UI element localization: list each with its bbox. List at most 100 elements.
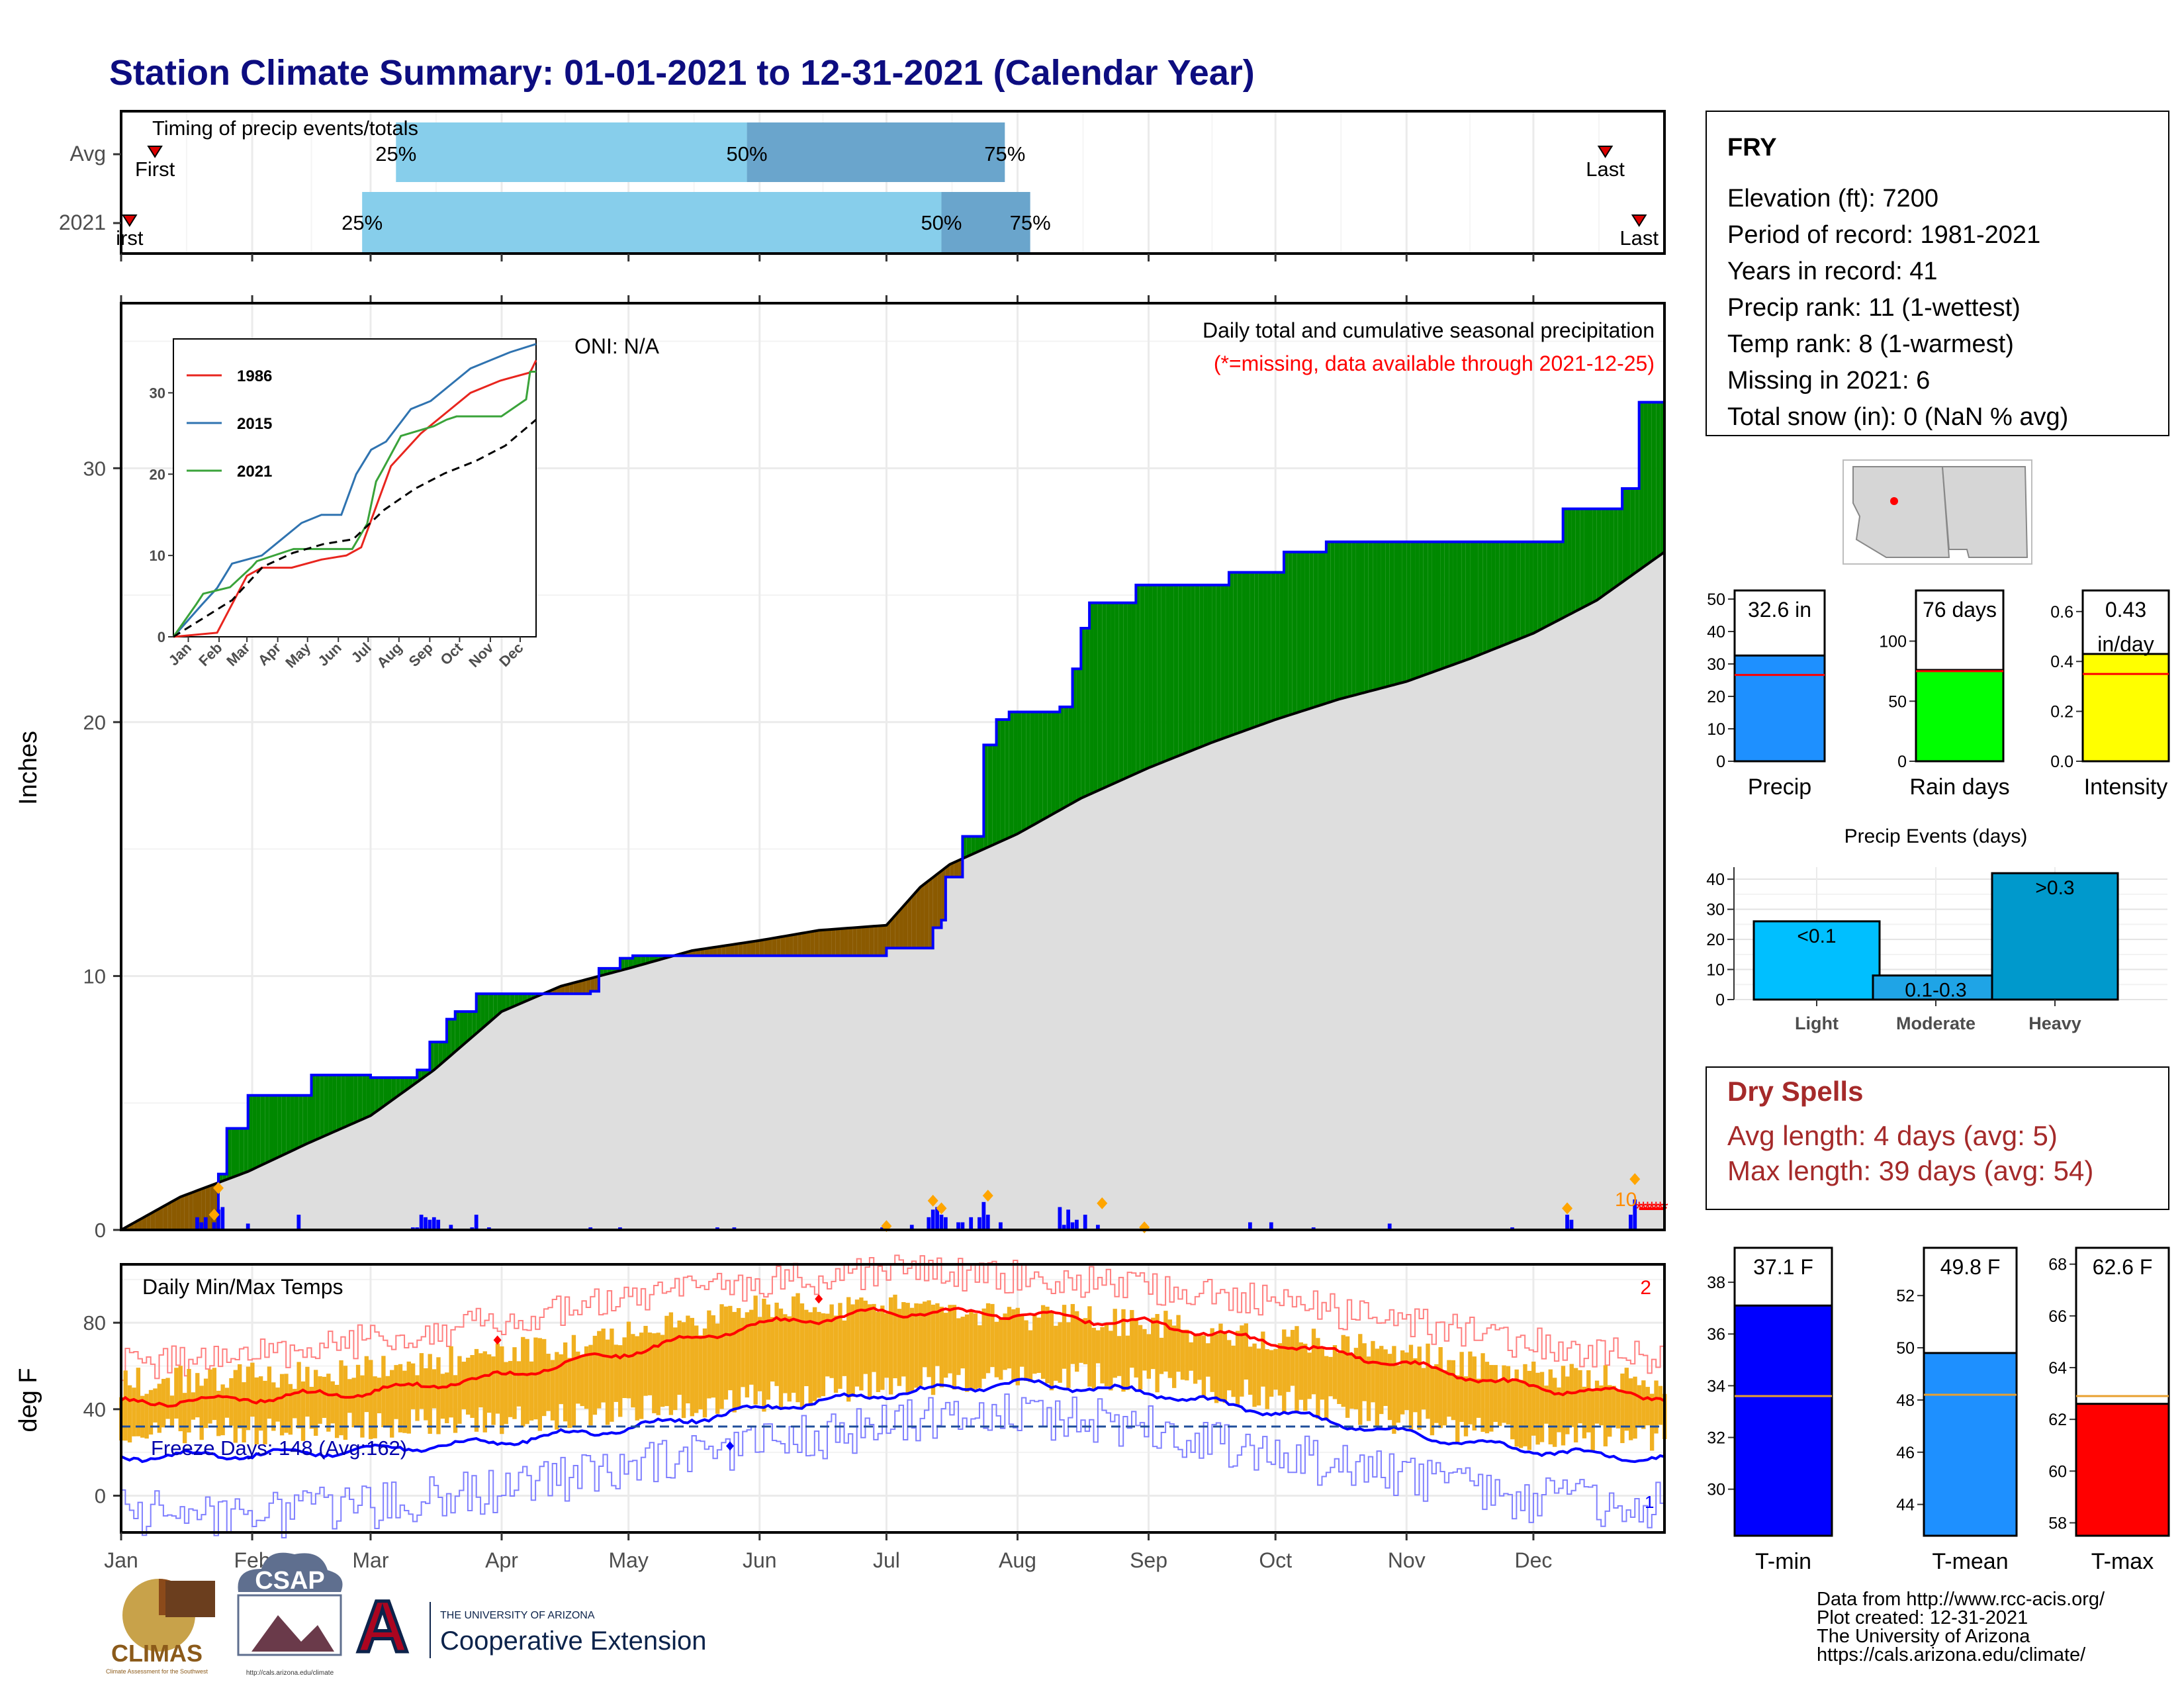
- daily-temp-bar: [165, 1378, 170, 1419]
- daily-temp-bar: [1561, 1366, 1566, 1446]
- above-average-segment: [455, 1011, 460, 1052]
- events-y-tick-label: 30: [1706, 901, 1725, 919]
- above-average-segment: [1647, 402, 1652, 565]
- daily-temp-bar: [736, 1308, 741, 1409]
- below-average-segment: [814, 930, 819, 956]
- daily-temp-bar: [1070, 1303, 1075, 1364]
- timing-first-label: First: [135, 158, 175, 181]
- daily-precip-bar: [1075, 1219, 1079, 1230]
- above-average-segment: [1343, 541, 1347, 698]
- above-average-segment: [1398, 541, 1402, 684]
- above-average-segment: [1520, 541, 1525, 639]
- above-average-segment: [1000, 720, 1005, 842]
- above-average-segment: [488, 994, 494, 1023]
- above-average-segment: [400, 1077, 405, 1095]
- daily-temp-bar: [829, 1304, 834, 1378]
- above-average-segment: [472, 1011, 477, 1037]
- above-average-segment: [1034, 712, 1039, 825]
- mini-category-label: T-mean: [1932, 1549, 2008, 1574]
- daily-temp-bar: [1155, 1313, 1160, 1393]
- daily-precip-bar: [999, 1222, 1003, 1230]
- below-average-segment: [911, 892, 917, 949]
- above-average-segment: [290, 1095, 295, 1152]
- events-bar-heavy: [1991, 872, 2119, 1001]
- daily-precip-bar: [1070, 1222, 1075, 1230]
- above-average-segment: [336, 1075, 341, 1131]
- above-average-segment: [1064, 706, 1069, 808]
- daily-temp-bar: [872, 1303, 876, 1372]
- below-average-segment: [954, 860, 959, 877]
- daily-temp-bar: [964, 1314, 970, 1392]
- freeze-days-label: Freeze Days: 148 (Avg:162): [151, 1436, 407, 1460]
- daily-precip-bar: [212, 1222, 216, 1230]
- below-average-segment: [582, 979, 586, 994]
- daily-temp-bar: [1248, 1346, 1253, 1395]
- below-average-segment: [573, 982, 578, 994]
- above-average-segment: [1127, 602, 1132, 778]
- above-average-segment: [1381, 541, 1386, 688]
- daily-temp-bar: [635, 1336, 639, 1421]
- above-average-segment: [451, 1019, 455, 1056]
- daily-temp-bar: [250, 1362, 255, 1417]
- daily-temp-bar: [897, 1309, 902, 1386]
- above-average-segment: [1288, 551, 1293, 716]
- daily-precip-bar: [1248, 1222, 1252, 1230]
- daily-temp-bar: [1527, 1370, 1532, 1450]
- below-average-segment: [184, 1194, 189, 1230]
- daily-temp-bar: [981, 1308, 986, 1379]
- above-average-segment: [366, 1075, 371, 1118]
- mini-value-label: 49.8 F: [1940, 1255, 2001, 1279]
- daily-temp-bar: [766, 1304, 770, 1400]
- daily-temp-bar: [643, 1325, 648, 1396]
- daily-temp-bar: [1116, 1336, 1122, 1376]
- daily-temp-bar: [440, 1374, 445, 1419]
- daily-temp-bar: [838, 1303, 842, 1389]
- daily-temp-bar: [1582, 1386, 1587, 1438]
- below-average-segment: [907, 896, 912, 949]
- above-average-segment: [1005, 720, 1009, 840]
- daily-temp-bar: [690, 1317, 694, 1417]
- above-average-segment: [1453, 541, 1457, 665]
- events-category-label: Moderate: [1896, 1013, 1976, 1033]
- daily-temp-bar: [791, 1296, 796, 1393]
- daily-temp-bar: [1569, 1364, 1574, 1427]
- below-average-segment: [180, 1195, 185, 1230]
- daily-temp-bar: [309, 1387, 314, 1429]
- above-average-segment: [1089, 602, 1094, 795]
- daily-temp-bar: [741, 1317, 745, 1387]
- daily-temp-bar: [711, 1315, 715, 1398]
- above-average-segment: [1474, 541, 1479, 657]
- below-average-segment: [819, 929, 823, 956]
- climas-logo: CLIMAS Climate Assessment for the Southw…: [106, 1579, 215, 1675]
- daily-temp-bar: [1151, 1317, 1156, 1370]
- below-average-segment: [789, 934, 794, 956]
- daily-temp-bar: [799, 1303, 805, 1407]
- above-average-segment: [1373, 541, 1377, 690]
- temp-record-marker: [493, 1335, 502, 1345]
- daily-temp-bar: [1185, 1329, 1189, 1381]
- above-average-segment: [1432, 541, 1436, 673]
- above-average-segment: [987, 745, 993, 847]
- above-average-segment: [497, 994, 502, 1015]
- daily-temp-bar: [1375, 1348, 1380, 1428]
- daily-precip-bar: [296, 1214, 301, 1230]
- daily-temp-bar: [1484, 1362, 1490, 1434]
- daily-precip-bar: [220, 1207, 225, 1230]
- below-average-segment: [895, 911, 899, 949]
- below-average-segment: [768, 938, 772, 956]
- above-average-segment: [1626, 489, 1631, 579]
- above-average-segment: [1529, 541, 1533, 635]
- daily-temp-bar: [1261, 1331, 1265, 1387]
- daily-temp-bar: [952, 1305, 957, 1390]
- daily-temp-bar: [1303, 1343, 1308, 1411]
- daily-temp-bar: [470, 1355, 475, 1418]
- daily-temp-bar: [178, 1366, 183, 1432]
- above-average-segment: [1237, 572, 1242, 733]
- above-average-segment: [324, 1075, 329, 1137]
- daily-temp-bar: [436, 1357, 441, 1434]
- mini-value-label: in/day: [2097, 632, 2154, 656]
- daily-precip-bar: [981, 1201, 986, 1230]
- daily-temp-bar: [267, 1366, 272, 1419]
- daily-temp-bar: [1553, 1378, 1557, 1447]
- daily-temp-bar: [1189, 1342, 1193, 1371]
